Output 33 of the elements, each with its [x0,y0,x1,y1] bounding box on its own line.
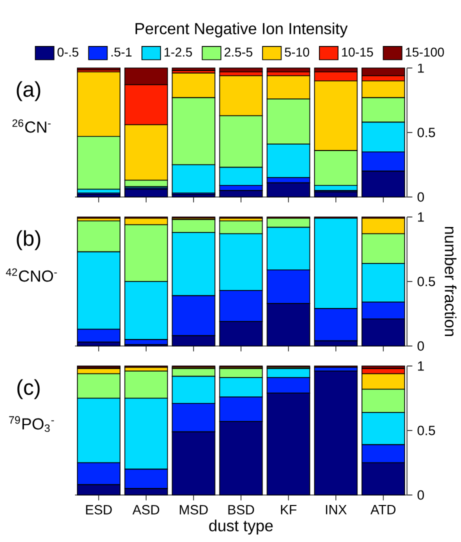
legend-label: 5-10 [284,48,310,57]
legend-label: 2.5-5 [224,48,252,57]
legend-title: Percent Negative Ion Intensity [136,22,348,38]
x-axis-title: dust type [209,520,273,535]
text: $^{79}$PO$_{3}$- [9,416,54,432]
bar [362,68,406,76]
y-tick-label: 0 [418,341,424,351]
y-tick-label: 1 [418,361,424,371]
x-tick-label: ATD [370,505,396,514]
y-tick-label: 0 [418,490,424,500]
text: (a) [16,81,40,102]
legend-label: 15-100 [406,48,444,57]
y-tick-label: 0.5 [418,128,436,138]
legend-label: 0-.5 [58,48,78,57]
y-tick-label: 0 [418,192,424,202]
text: $^{26}$CN$^{-}$ [12,119,51,133]
legend-label: .5-1 [112,48,132,57]
legend-label: 1-2.5 [164,48,192,57]
text: (c) [17,379,40,400]
y-tick-label: 1 [418,212,424,222]
y-tick-label: 1 [418,63,424,73]
x-tick-label: MSD [180,505,208,514]
y-tick-label: 0.5 [418,426,436,436]
x-tick-label: ASD [132,505,160,514]
y-tick-label: 0.5 [418,276,436,286]
x-tick-label: ESD [86,505,112,514]
x-tick-label: BSD [228,505,254,514]
text: (b) [16,230,40,250]
text: $^{42}$CNO$^{-}$ [6,268,57,282]
x-tick-label: KF [281,505,296,514]
legend-label: 10-15 [342,48,374,57]
y-axis-title: number fraction [444,226,457,336]
x-tick-label: INX [326,505,347,514]
